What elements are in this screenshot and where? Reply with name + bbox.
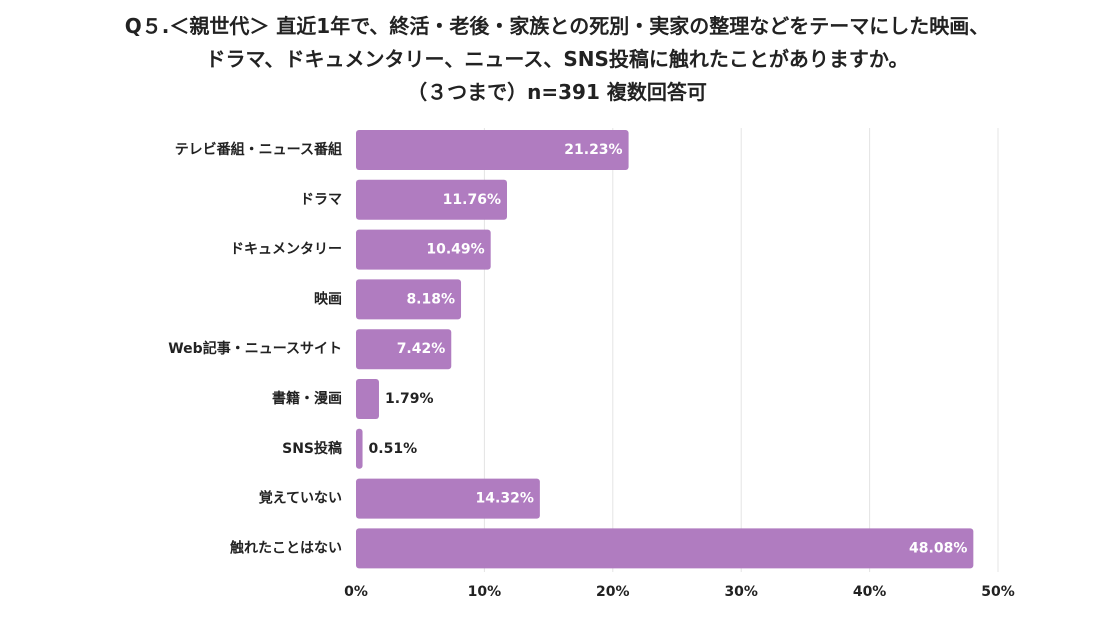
x-tick-label: 50%: [981, 584, 1015, 600]
data-label: 0.51%: [369, 441, 418, 457]
bar: [356, 179, 507, 220]
x-axis-ticks: 0% 10% 20% 30% 40% 50%: [344, 584, 1015, 600]
bars-group: [356, 130, 974, 569]
bar: [356, 329, 452, 370]
bar: [356, 130, 629, 170]
category-label: 触れたことはない: [229, 539, 342, 556]
bar: [356, 279, 462, 320]
bar: [356, 528, 974, 569]
category-label: Web記事・ニュースサイト: [168, 340, 342, 357]
category-label: テレビ番組・ニュース番組: [175, 141, 342, 158]
x-tick-label: 10%: [468, 584, 502, 600]
chart-title-line-1: Q５.＜親世代＞ 直近1年で、終活・老後・家族との死別・実家の整理などをテーマに…: [124, 14, 990, 38]
category-label: ドキュメンタリー: [230, 242, 342, 258]
chart-title-line-2: ドラマ、ドキュメンタリー、ニュース、SNS投稿に触れたことがありますか。: [205, 47, 909, 71]
category-label: 書籍・漫画: [272, 390, 342, 407]
bar: [356, 379, 379, 419]
bar: [356, 478, 540, 519]
data-label: 14.32%: [476, 491, 534, 507]
x-tick-label: 30%: [724, 584, 758, 600]
category-label: SNS投稿: [282, 440, 342, 457]
bar: [356, 229, 491, 270]
chart-title-line-3: （３つまで）n=391 複数回答可: [407, 80, 707, 104]
data-label: 11.76%: [443, 192, 501, 208]
data-label: 8.18%: [406, 291, 455, 307]
data-label: 48.08%: [909, 540, 967, 556]
x-tick-label: 40%: [853, 584, 887, 600]
bar: [356, 428, 363, 469]
category-label: ドラマ: [300, 192, 342, 208]
data-label: 7.42%: [397, 341, 446, 357]
chart-title: Q５.＜親世代＞ 直近1年で、終活・老後・家族との死別・実家の整理などをテーマに…: [0, 10, 1114, 109]
category-label: 覚えていない: [259, 490, 342, 507]
category-label: 映画: [314, 291, 342, 307]
data-label: 21.23%: [564, 142, 622, 158]
gridlines: [483, 128, 999, 572]
x-tick-label: 0%: [344, 584, 368, 600]
value-labels: 21.23% 11.76% 10.49% 8.18% 7.42% 1.79% 0.51% 14…: [369, 142, 968, 556]
x-tick-label: 20%: [596, 584, 630, 600]
data-label: 10.49%: [426, 242, 484, 258]
data-label: 1.79%: [385, 391, 434, 407]
